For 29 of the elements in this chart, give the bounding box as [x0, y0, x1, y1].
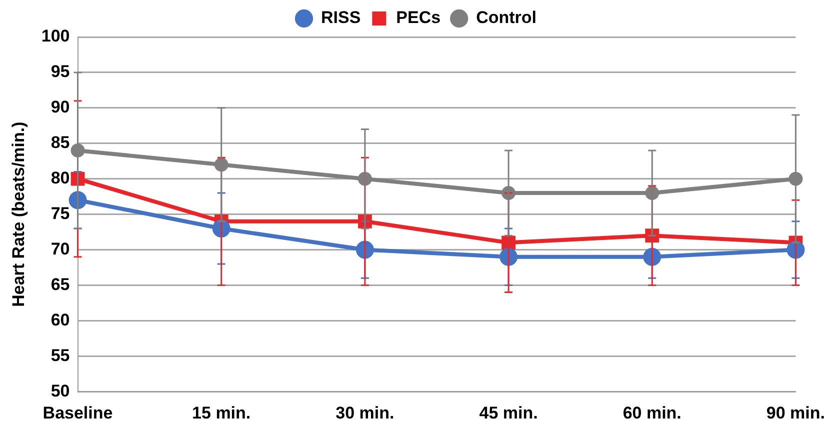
y-tick-label: 65 — [50, 274, 70, 294]
y-tick-label: 100 — [41, 26, 70, 46]
x-tick-label: 90 min. — [766, 403, 826, 422]
y-tick-label: 95 — [50, 62, 70, 82]
point — [214, 158, 228, 172]
x-tick-label: 60 min. — [622, 403, 682, 422]
y-tick-label: 70 — [50, 239, 70, 258]
y-tick-label: 55 — [50, 346, 70, 365]
y-tick-label: 80 — [50, 168, 70, 188]
legend-label: PECs — [396, 8, 441, 28]
x-tick-label: Baseline — [42, 403, 113, 422]
y-tick-label: 90 — [50, 98, 70, 117]
point — [358, 172, 372, 186]
x-tick-label: 45 min. — [479, 403, 538, 422]
x-tick-label: 30 min. — [336, 403, 394, 422]
legend-label: Control — [476, 8, 537, 28]
y-axis-title: Heart Rate (beats/min.) — [8, 122, 28, 307]
point — [502, 236, 516, 250]
y-tick-label: 60 — [50, 310, 70, 330]
point — [788, 172, 803, 186]
point — [68, 191, 87, 210]
point — [645, 186, 660, 200]
y-tick-label: 75 — [50, 204, 70, 223]
legend-label: RISS — [320, 8, 361, 28]
y-tick-label: 85 — [50, 133, 70, 152]
x-tick-label: 15 min. — [192, 403, 251, 422]
y-tick-label: 50 — [50, 381, 70, 400]
point — [70, 143, 85, 158]
point — [70, 172, 85, 186]
